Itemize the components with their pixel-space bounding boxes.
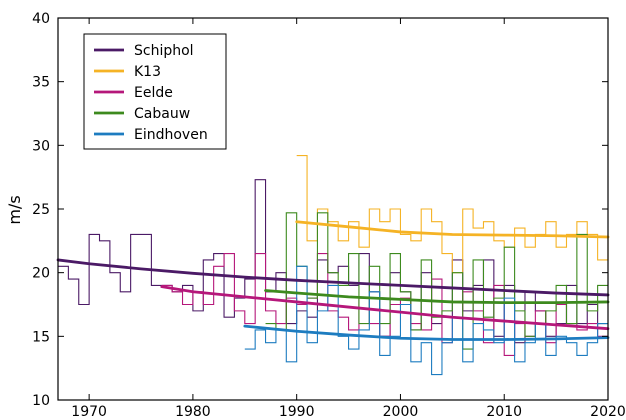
schiphol-trend-line: [56, 258, 610, 297]
eindhoven-annual-max-series: [244, 265, 608, 376]
y-axis-label: m/s: [5, 195, 24, 224]
y-tick-label: 20: [32, 266, 50, 282]
y-tick-label: 25: [32, 202, 50, 218]
x-tick-label: 1990: [279, 404, 315, 420]
y-tick-label: 15: [32, 329, 50, 345]
y-tick-label: 10: [32, 393, 50, 409]
x-tick-label: 2020: [590, 404, 626, 420]
legend-label: Eindhoven: [134, 127, 208, 143]
y-tick-label: 40: [32, 11, 50, 27]
legend-label: K13: [134, 64, 161, 80]
legend-label: Eelde: [134, 85, 173, 101]
eindhoven-trend-line: [243, 324, 610, 341]
legend-label: Schiphol: [134, 43, 194, 59]
ticks-layer: 1970 1980 1990 2000 2010 2020 10 15 20 25 30 35 40: [32, 11, 626, 420]
x-tick-label: 1970: [71, 404, 107, 420]
eelde-trend-line: [160, 285, 610, 331]
legend: Schiphol K13 Eelde Cabauw Eindhoven: [83, 33, 227, 150]
series-layer: [56, 154, 610, 376]
y-tick-label: 30: [32, 138, 50, 154]
y-tick-label: 35: [32, 75, 50, 91]
legend-label: Cabauw: [134, 106, 190, 122]
cabauw-annual-max-series: [265, 212, 608, 350]
x-tick-label: 2010: [486, 404, 522, 420]
k13-annual-max-series: [296, 154, 609, 274]
x-tick-label: 1980: [175, 404, 211, 420]
cabauw-trend-line: [264, 289, 610, 304]
x-tick-label: 2000: [383, 404, 419, 420]
k13-trend-line: [295, 220, 610, 239]
